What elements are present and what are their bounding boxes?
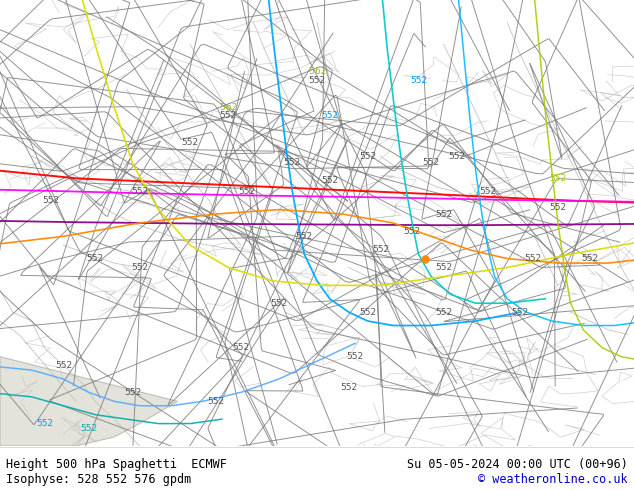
Text: 552: 552 bbox=[435, 308, 453, 317]
Text: 552: 552 bbox=[422, 158, 440, 167]
Text: 552: 552 bbox=[181, 138, 199, 147]
Text: 552: 552 bbox=[219, 111, 237, 121]
Text: 552: 552 bbox=[283, 158, 301, 167]
Text: -562: -562 bbox=[218, 102, 238, 112]
Text: 552: 552 bbox=[359, 308, 377, 317]
Text: 552: 552 bbox=[403, 227, 421, 236]
Text: 552: 552 bbox=[124, 388, 142, 397]
Text: 552: 552 bbox=[549, 174, 567, 183]
Text: 552: 552 bbox=[410, 76, 427, 85]
Text: 552: 552 bbox=[55, 361, 72, 370]
Text: 552: 552 bbox=[524, 254, 541, 263]
Text: 552: 552 bbox=[36, 419, 53, 428]
Text: 552: 552 bbox=[232, 343, 250, 352]
Text: 552: 552 bbox=[340, 384, 358, 392]
Text: Su 05-05-2024 00:00 UTC (00+96): Su 05-05-2024 00:00 UTC (00+96) bbox=[407, 458, 628, 471]
Text: 552: 552 bbox=[511, 308, 529, 317]
Text: 552: 552 bbox=[131, 263, 148, 272]
Text: -562: -562 bbox=[307, 67, 327, 76]
Text: 552: 552 bbox=[359, 151, 377, 161]
Text: Height 500 hPa Spaghetti  ECMWF: Height 500 hPa Spaghetti ECMWF bbox=[6, 458, 227, 471]
Text: 552: 552 bbox=[80, 423, 98, 433]
Text: 552: 552 bbox=[42, 196, 60, 205]
Text: 552: 552 bbox=[295, 232, 313, 241]
Text: 552: 552 bbox=[308, 76, 326, 85]
Text: 552: 552 bbox=[131, 187, 148, 196]
Text: 552: 552 bbox=[448, 151, 465, 161]
Text: 552: 552 bbox=[321, 111, 339, 121]
Polygon shape bbox=[0, 357, 178, 446]
Text: © weatheronline.co.uk: © weatheronline.co.uk bbox=[478, 472, 628, 486]
Text: 552: 552 bbox=[549, 203, 567, 212]
Text: 552: 552 bbox=[435, 263, 453, 272]
Text: 552: 552 bbox=[479, 187, 497, 196]
Text: 552: 552 bbox=[435, 210, 453, 219]
Text: Isophyse: 528 552 576 gpdm: Isophyse: 528 552 576 gpdm bbox=[6, 472, 191, 486]
Text: 552: 552 bbox=[321, 176, 339, 185]
Text: 552: 552 bbox=[86, 254, 104, 263]
Text: 552: 552 bbox=[346, 352, 364, 361]
Text: 552: 552 bbox=[581, 254, 598, 263]
Text: 552: 552 bbox=[207, 397, 224, 406]
Text: 552: 552 bbox=[238, 187, 256, 196]
Text: 552: 552 bbox=[372, 245, 389, 254]
Text: 552: 552 bbox=[270, 299, 288, 308]
